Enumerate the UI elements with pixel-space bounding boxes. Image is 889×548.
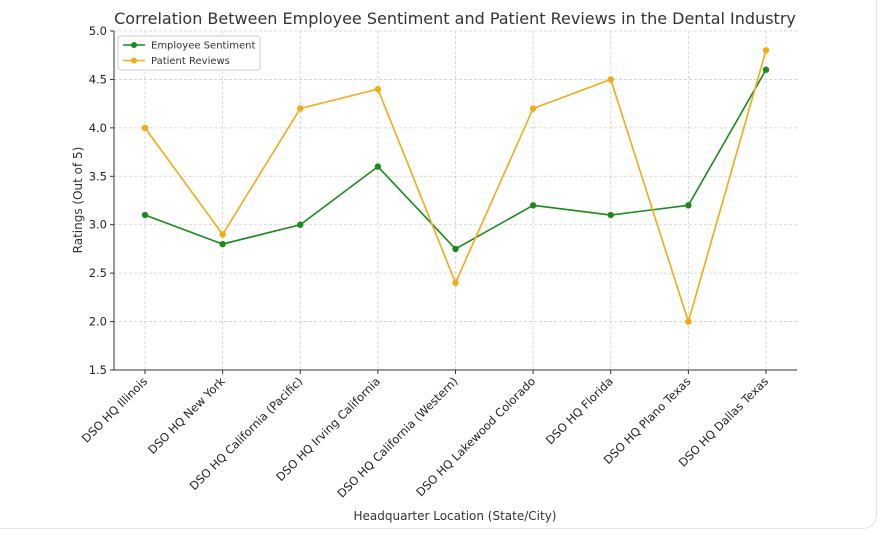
data-point	[762, 66, 770, 73]
y-tick-label: 2.0	[89, 315, 107, 329]
data-point	[607, 211, 614, 219]
legend-label: Employee Sentiment	[151, 41, 255, 52]
data-point	[685, 202, 692, 209]
data-point	[607, 76, 614, 83]
y-tick-label: 3.0	[89, 218, 107, 232]
data-point	[219, 240, 226, 248]
data-point	[141, 211, 149, 219]
y-tick-label: 5.0	[89, 24, 107, 38]
data-point	[141, 124, 149, 132]
data-point	[452, 245, 459, 253]
data-point	[452, 279, 459, 287]
data-point	[297, 221, 304, 228]
x-tick-label: DSO HQ Dallas Texas	[676, 374, 771, 469]
chart-frame	[0, 0, 877, 529]
series-group	[141, 47, 770, 325]
data-point	[374, 85, 382, 93]
data-point	[529, 105, 537, 112]
data-point	[529, 202, 537, 209]
y-axis-label: Ratings (Out of 5)	[71, 147, 85, 254]
legend-marker	[131, 57, 137, 64]
legend-marker	[131, 42, 137, 48]
x-tick-label: DSO HQ Florida	[543, 374, 616, 447]
x-tick-label: DSO HQ New York	[145, 374, 228, 457]
legend: Employee Sentiment Patient Reviews	[117, 35, 261, 71]
data-point	[374, 163, 382, 170]
y-tick-label: 2.5	[89, 266, 107, 280]
grid-lines	[114, 30, 797, 371]
data-point	[219, 231, 226, 238]
chart-title: Correlation Between Employee Sentiment a…	[114, 9, 796, 28]
x-tick-label: DSO HQ Illinois	[79, 374, 150, 445]
legend-label: Patient Reviews	[151, 56, 230, 67]
data-point	[685, 318, 692, 325]
y-axis-ticks: 1.5 2.0 2.5 3.0 3.5 4.0 4.5 5.0	[89, 24, 114, 377]
x-axis-label: Headquarter Location (State/City)	[354, 509, 557, 523]
y-tick-label: 4.0	[89, 121, 107, 135]
legend-box	[117, 35, 261, 71]
x-tick-label: DSO HQ Plano Texas	[601, 374, 694, 467]
data-point	[297, 105, 304, 112]
series-0	[141, 66, 770, 253]
y-tick-label: 3.5	[89, 169, 107, 183]
y-tick-label: 1.5	[89, 363, 107, 377]
data-point	[762, 47, 770, 54]
series-1	[141, 47, 770, 325]
y-tick-label: 4.5	[89, 72, 107, 86]
